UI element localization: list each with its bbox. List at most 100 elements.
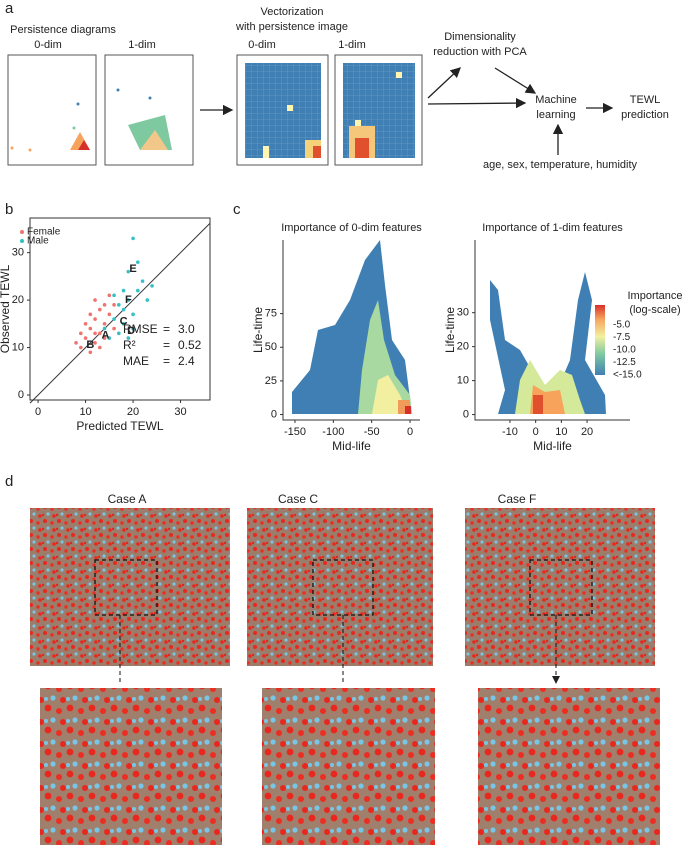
point — [102, 303, 107, 307]
heatmap-shapes — [292, 240, 606, 414]
covariates: age, sex, temperature, humidity — [483, 159, 638, 171]
point — [131, 326, 135, 331]
stat: 0.52 — [178, 338, 202, 352]
dim-label: 0-dim — [248, 39, 276, 51]
y-tick-label: 75 — [265, 308, 277, 320]
point — [121, 288, 126, 293]
y-tick-label: 0 — [271, 408, 277, 420]
legend-marker — [20, 239, 24, 243]
x-tick-label: 0 — [533, 426, 539, 438]
plot-frame — [29, 217, 211, 401]
point — [126, 336, 131, 340]
y-tick-label: 25 — [265, 375, 277, 387]
y-tick-label: 30 — [12, 247, 24, 259]
micrographs — [30, 508, 660, 845]
x-tick-label: -50 — [364, 426, 380, 438]
y-axis-label: Observed TEWL — [0, 264, 12, 353]
point — [145, 298, 150, 302]
x-tick-label: 20 — [127, 406, 139, 418]
dim-label: 1-dim — [338, 39, 366, 51]
arrow — [427, 97, 527, 109]
case-title: Case F — [498, 492, 537, 506]
point — [112, 303, 116, 307]
point — [107, 293, 112, 298]
x-axis-label: Mid-life — [533, 439, 572, 453]
x-tick-label: 10 — [555, 426, 567, 438]
legend-label: <-15.0 — [613, 370, 642, 381]
case-label: A — [102, 330, 110, 342]
point — [136, 260, 140, 264]
point — [98, 345, 102, 350]
case-label: E — [129, 263, 136, 275]
panel-label: c — [233, 201, 241, 218]
y-tick-label: 10 — [12, 341, 24, 353]
panel-label: b — [5, 201, 13, 218]
step: Dimensionality — [444, 31, 516, 43]
y-tick-label: 50 — [265, 341, 277, 353]
point — [83, 336, 88, 340]
x-tick-label: -10 — [502, 426, 518, 438]
x-axis-label: Mid-life — [332, 439, 371, 453]
stat: MAE — [123, 354, 149, 368]
point — [117, 331, 121, 336]
point — [98, 331, 102, 336]
legend-title: (log-scale) — [629, 304, 680, 316]
legend-title: Importance — [627, 290, 682, 302]
title: Vectorization — [261, 6, 324, 18]
point — [131, 236, 135, 241]
legend-label: -7.5 — [613, 332, 631, 343]
point — [121, 307, 126, 312]
title: with persistence image — [235, 21, 348, 33]
y-tick-label: 0 — [18, 389, 24, 401]
point — [136, 288, 140, 293]
x-tick-label: 0 — [407, 426, 413, 438]
point — [88, 350, 93, 355]
legend-label: -12.5 — [613, 357, 636, 368]
dim-label: 0-dim — [34, 39, 62, 51]
x-tick-label: 20 — [581, 426, 593, 438]
point — [93, 298, 97, 302]
point — [102, 326, 107, 331]
x-tick-label: 0 — [35, 406, 41, 418]
point — [98, 307, 102, 312]
dim-label: 1-dim — [128, 39, 156, 51]
axis — [474, 240, 630, 421]
y-axis-label: Life-time — [251, 307, 265, 353]
stat: = — [163, 338, 170, 352]
legend-label: -5.0 — [613, 320, 631, 331]
stat: R² — [123, 338, 136, 352]
colorbar — [595, 305, 605, 375]
panel-label: d — [5, 473, 13, 490]
point — [79, 345, 83, 350]
x-tick-label: -100 — [322, 426, 344, 438]
point — [93, 331, 97, 336]
point — [150, 284, 154, 288]
case-title: Case A — [108, 492, 147, 506]
point — [117, 303, 121, 307]
point — [79, 331, 83, 336]
axis — [29, 218, 210, 401]
legend-label: Male — [27, 236, 49, 247]
stat: RMSE — [123, 322, 158, 336]
case-label: C — [120, 315, 128, 327]
case-title: Case C — [278, 492, 318, 506]
identity-line — [29, 222, 211, 404]
point — [126, 269, 131, 274]
case-label: F — [125, 294, 132, 306]
plot-title: Importance of 1-dim features — [482, 222, 623, 234]
step: learning — [536, 109, 575, 121]
step: reduction with PCA — [433, 46, 527, 58]
case-label: D — [127, 325, 135, 337]
point — [107, 312, 112, 317]
point — [131, 312, 135, 317]
y-tick-label: 20 — [12, 294, 24, 306]
point — [102, 336, 107, 340]
step: prediction — [621, 109, 669, 121]
point — [74, 341, 78, 345]
arrow — [427, 67, 461, 99]
y-tick-label: 0 — [463, 408, 469, 420]
point — [112, 317, 116, 321]
legend-label: -10.0 — [613, 345, 636, 356]
point — [121, 322, 126, 326]
